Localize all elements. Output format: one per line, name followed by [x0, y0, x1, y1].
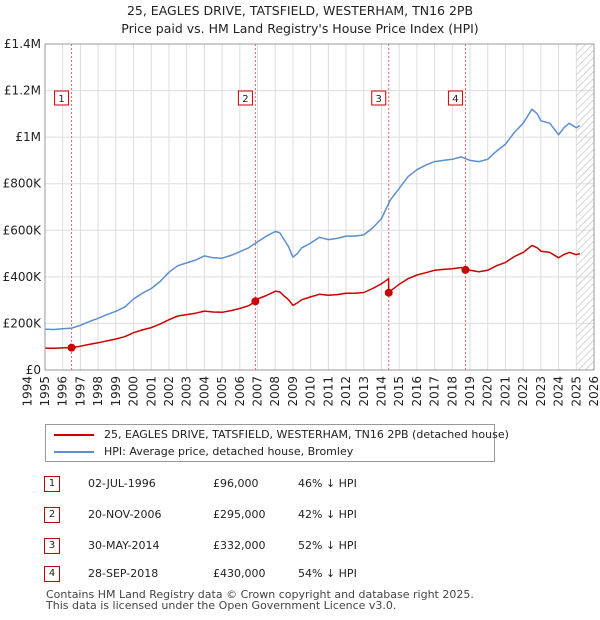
x-tick-label: 1999: [109, 376, 123, 407]
transaction-date: 02-JUL-1996: [88, 477, 156, 490]
transaction-hpi-diff: 46% ↓ HPI: [298, 477, 357, 490]
transaction-number: 2: [44, 507, 60, 523]
x-tick-label: 2022: [516, 376, 530, 407]
x-tick-label: 2004: [197, 376, 211, 407]
sale-label-box: [54, 90, 70, 106]
x-tick-label: 1994: [20, 376, 34, 407]
legend-label-price: 25, EAGLES DRIVE, TATSFIELD, WESTERHAM, …: [104, 428, 509, 441]
y-tick-label: £200K: [3, 316, 43, 330]
x-tick-label: 2005: [215, 376, 229, 407]
transaction-hpi-diff: 52% ↓ HPI: [298, 539, 357, 552]
footer-licence: This data is licensed under the Open Gov…: [46, 599, 397, 612]
chart-title: 25, EAGLES DRIVE, TATSFIELD, WESTERHAM, …: [126, 3, 474, 18]
legend-line-price: [54, 434, 94, 436]
y-tick-label: £1.2M: [4, 84, 41, 98]
x-tick-label: 2014: [374, 376, 388, 407]
x-tick-label: 2019: [463, 376, 477, 407]
transaction-price: £96,000: [213, 477, 259, 490]
x-tick-label: 1995: [38, 376, 52, 407]
transaction-number: 4: [44, 566, 60, 582]
y-tick-label: £0: [26, 363, 41, 377]
transaction-number: 3: [44, 538, 60, 554]
sale-label-box: [237, 90, 253, 106]
x-tick-label: 2021: [498, 376, 512, 407]
x-tick-label: 2015: [392, 376, 406, 407]
x-tick-label: 1998: [91, 376, 105, 407]
x-tick-label: 2024: [552, 376, 566, 407]
sale-label-box: [371, 90, 387, 106]
x-tick-label: 2002: [162, 376, 176, 407]
x-tick-label: 2000: [127, 376, 141, 407]
transaction-price: £332,000: [213, 539, 266, 552]
transaction-price: £295,000: [213, 508, 266, 521]
x-tick-label: 2011: [321, 376, 335, 407]
x-tick-label: 2013: [357, 376, 371, 407]
transaction-hpi-diff: 54% ↓ HPI: [298, 567, 357, 580]
x-tick-label: 2008: [268, 376, 282, 407]
transaction-date: 30-MAY-2014: [88, 539, 160, 552]
x-tick-label: 2003: [180, 376, 194, 407]
sale-point: [461, 265, 470, 274]
x-tick-label: 2010: [304, 376, 318, 407]
x-tick-label: 2026: [587, 376, 600, 407]
y-tick-label: £600K: [3, 223, 43, 237]
sale-point: [384, 288, 393, 297]
sale-point: [251, 297, 260, 306]
sale-point: [67, 343, 76, 352]
x-tick-label: 2016: [410, 376, 424, 407]
sale-label: 3: [376, 94, 382, 105]
x-tick-label: 2007: [251, 376, 265, 407]
plot-frame: [44, 43, 595, 371]
sale-label-box: [447, 90, 463, 106]
hatched-region-end: [576, 44, 594, 370]
transaction-date: 20-NOV-2006: [88, 508, 162, 521]
legend: 25, EAGLES DRIVE, TATSFIELD, WESTERHAM, …: [45, 424, 509, 462]
x-tick-label: 2006: [233, 376, 247, 407]
footer: Contains HM Land Registry data © Crown c…: [46, 589, 474, 611]
x-tick-label: 1996: [56, 376, 70, 407]
legend-line-hpi: [54, 451, 94, 453]
y-tick-label: £1M: [15, 130, 41, 144]
transaction-hpi-diff: 42% ↓ HPI: [298, 508, 357, 521]
x-tick-label: 2017: [428, 376, 442, 407]
chart-subtitle: Price paid vs. HM Land Registry's House …: [121, 21, 479, 36]
x-tick-label: 2025: [569, 376, 583, 407]
x-tick-label: 1997: [73, 376, 87, 407]
price-paid-line: [45, 244, 581, 349]
transaction-price: £430,000: [213, 567, 266, 580]
x-tick-label: 2012: [339, 376, 353, 407]
x-tick-label: 2001: [144, 376, 158, 407]
y-tick-label: £800K: [3, 177, 43, 191]
sale-label: 1: [58, 94, 64, 105]
x-tick-label: 2009: [286, 376, 300, 407]
footer-copyright: Contains HM Land Registry data © Crown c…: [46, 588, 474, 601]
transaction-date: 28-SEP-2018: [88, 567, 159, 580]
hpi-line: [45, 108, 581, 331]
sale-label: 2: [242, 94, 248, 105]
x-tick-label: 2020: [481, 376, 495, 407]
legend-label-hpi: HPI: Average price, detached house, Brom…: [104, 445, 354, 458]
sale-label: 4: [452, 94, 458, 105]
transaction-number: 1: [44, 476, 60, 492]
price-chart: 1 2 3 4 £0 £200K £400K £600K £800K £1M £1.2M £1.4M…: [3, 37, 600, 407]
x-tick-label: 2018: [445, 376, 459, 407]
x-tick-label: 2023: [534, 376, 548, 407]
y-tick-label: £400K: [3, 270, 43, 284]
y-tick-label: £1.4M: [4, 37, 41, 51]
